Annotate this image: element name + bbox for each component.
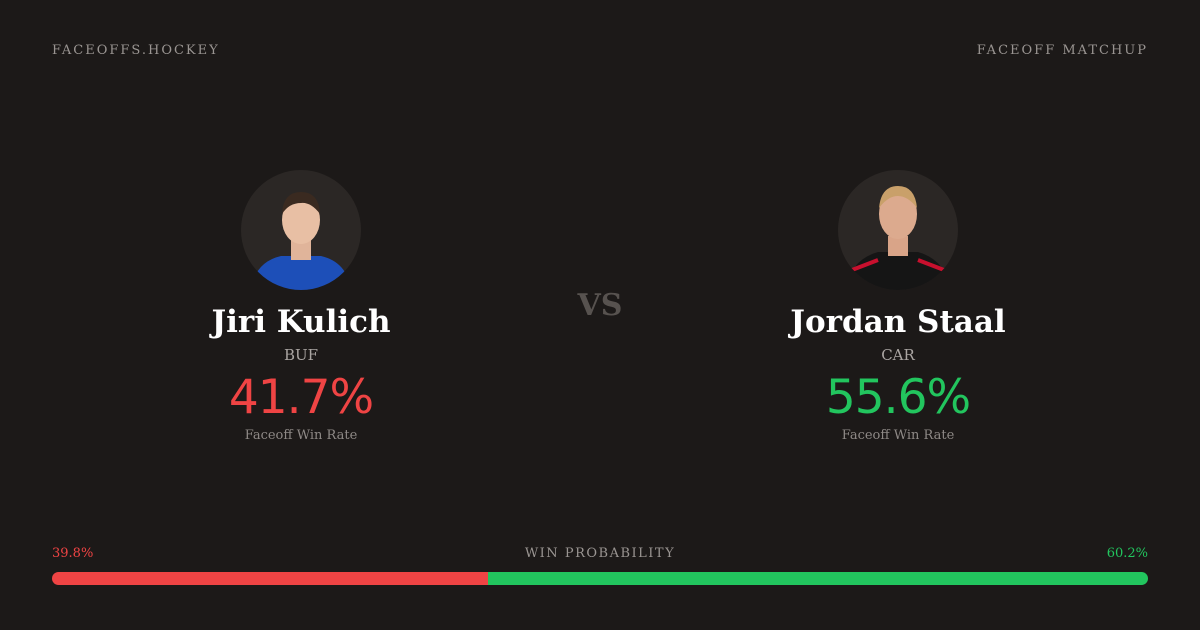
player-avatar [241, 170, 361, 290]
brand: FACEOFFS.HOCKEY [52, 43, 220, 58]
page-tag: FACEOFF MATCHUP [976, 43, 1148, 58]
win-rate: 41.7% [228, 370, 374, 425]
player-card: Jiri Kulich BUF 41.7% Faceoff Win Rate [91, 170, 511, 444]
player-name: Jiri Kulich [211, 304, 391, 340]
win-rate: 55.6% [825, 370, 971, 425]
probability-title: WIN PROBABILITY [524, 546, 676, 561]
probability-label: 60.2% [1106, 546, 1148, 561]
versus: VS [577, 288, 623, 323]
win-rate-label: Faceoff Win Rate [244, 428, 358, 443]
player-card: Jordan Staal CAR 55.6% Faceoff Win Rate [688, 170, 1108, 444]
probability-segment [488, 572, 1148, 585]
player-team: CAR [881, 346, 915, 364]
player-avatar [838, 170, 958, 290]
player-team: BUF [283, 346, 319, 364]
probability-label: 39.8% [52, 546, 94, 561]
probability-bar [52, 572, 1148, 585]
player-name: Jordan Staal [790, 304, 1006, 340]
probability-segment [52, 572, 489, 585]
win-rate-label: Faceoff Win Rate [841, 428, 955, 443]
